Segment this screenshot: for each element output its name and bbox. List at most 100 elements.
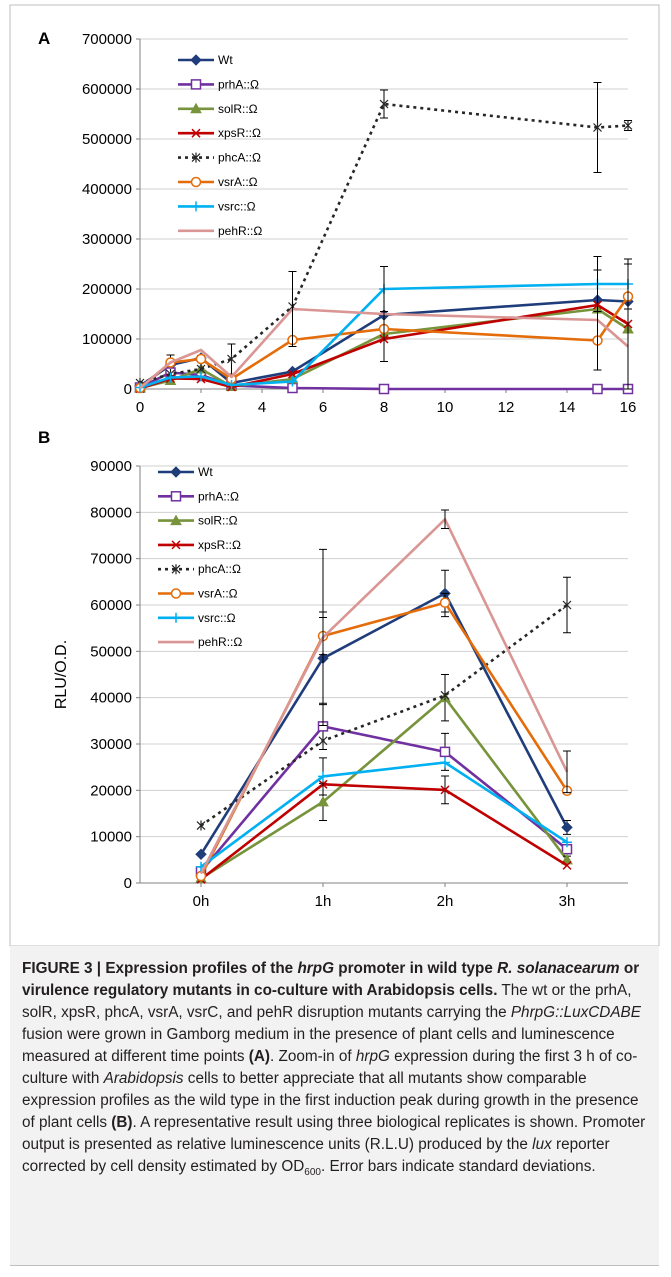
data-point [592, 383, 603, 395]
legend-label: xpsR::Ω [198, 538, 241, 552]
y-tick-label: 30000 [90, 736, 132, 753]
legend-label: pehR::Ω [218, 224, 262, 238]
caption-title-mid: promoter in wild type [333, 960, 498, 977]
y-tick-label: 10000 [90, 829, 132, 846]
series-line [200, 696, 569, 880]
caption-text-6: . A representative result using three bi… [22, 1114, 646, 1153]
legend-marker [190, 102, 202, 114]
chart-panel-b: B 0 10000 20000 30000 40000 50000 60000 70000 800… [38, 428, 628, 910]
y-tick-label: 200000 [82, 281, 132, 298]
caption-text-2: fusion were grown in Gamborg medium in t… [22, 1026, 615, 1065]
chart-panel-a: A 0 100000 200000 300000 400000 500000 600000 70… [38, 29, 636, 416]
data-point [440, 690, 450, 701]
x-tick-label: 0 [136, 399, 144, 416]
legend-marker [191, 128, 201, 138]
legend: WtprhA::ΩsolR::ΩxpsR::ΩphcA::ΩvsrA::Ωvsr… [178, 53, 262, 238]
caption-lux: lux [532, 1136, 552, 1153]
caption-gene-2: hrpG [355, 1048, 390, 1065]
legend-label: pehR::Ω [198, 635, 242, 649]
data-point [196, 371, 206, 382]
data-point [287, 376, 298, 387]
y-tick-label: 0 [124, 381, 132, 398]
caption-title-end: or virulence regulatory mutants in co-cu… [22, 960, 640, 999]
data-point [378, 383, 390, 395]
y-tick-label: 0 [124, 875, 132, 892]
caption-figure-label: FIGURE 3 | Expression profiles of the [22, 960, 298, 977]
data-point [562, 860, 572, 870]
series-phca [196, 576, 572, 831]
legend-label: vsrA::Ω [218, 175, 258, 189]
series-line [200, 761, 568, 868]
data-point [165, 372, 176, 383]
caption-ref-b: (B) [111, 1114, 133, 1131]
caption-od-subscript: 600 [304, 1167, 321, 1179]
series-line [139, 102, 629, 385]
data-point [318, 771, 328, 782]
series-line [200, 783, 568, 881]
legend-label: vsrc::Ω [218, 199, 256, 213]
data-point [439, 746, 451, 758]
y-tick-label: 600000 [82, 81, 132, 98]
data-point [317, 795, 329, 807]
caption-ref-a: (A) [248, 1048, 270, 1065]
data-point [562, 600, 572, 610]
x-tick-label: 3h [559, 893, 576, 910]
legend-label: Wt [198, 465, 213, 479]
data-point [318, 735, 328, 746]
legend: WtprhA::ΩsolR::ΩxpsR::ΩphcA::ΩvsrA::Ωvsr… [158, 465, 242, 649]
caption-fusion: PhrpG::LuxCDABE [510, 1004, 641, 1021]
panel-label: B [38, 428, 50, 447]
data-point [195, 353, 207, 365]
figure-canvas: A010000020000030000040000050000060000070… [9, 4, 660, 946]
legend-label: vsrc::Ω [198, 611, 236, 625]
y-tick-label: 90000 [90, 458, 132, 475]
x-tick-label: 2 [197, 399, 205, 416]
series-line [139, 282, 628, 389]
y-tick-label: 100000 [82, 331, 132, 348]
legend-label: prhA::Ω [218, 77, 259, 91]
error-bar [288, 271, 297, 347]
figure-caption-box: FIGURE 3 | Expression profiles of the hr… [10, 946, 659, 1266]
legend-marker [190, 79, 202, 90]
x-tick-label: 4 [258, 399, 266, 416]
series-line [139, 298, 629, 388]
legend-label: solR::Ω [218, 102, 258, 116]
data-point [561, 853, 573, 865]
figure-caption: FIGURE 3 | Expression profiles of the hr… [22, 958, 647, 1178]
caption-text-8: . Error bars indicate standard deviation… [320, 1158, 596, 1175]
series-line [200, 725, 568, 873]
caption-plant: Arabidopsis [103, 1070, 184, 1087]
x-tick-label: 12 [498, 399, 515, 416]
caption-text-7: reporter corrected by cell density estim… [22, 1136, 610, 1175]
legend-label: prhA::Ω [198, 489, 239, 503]
data-point [440, 785, 450, 795]
y-tick-label: 80000 [90, 504, 132, 521]
series-pehr [199, 509, 571, 875]
series-line [139, 307, 629, 389]
legend-label: Wt [218, 53, 233, 67]
legend-marker [170, 491, 182, 502]
error-bar [441, 509, 449, 530]
data-point [379, 99, 389, 109]
error-bar [563, 750, 571, 794]
data-point [593, 122, 602, 133]
legend-marker [171, 612, 181, 623]
data-point [439, 597, 451, 608]
legend-marker [171, 540, 181, 550]
caption-text-4: expression during the first 3 h of co-cu… [22, 1048, 638, 1087]
series-pehr [139, 263, 632, 390]
legend-marker [171, 564, 181, 575]
x-tick-label: 8 [380, 399, 388, 416]
figure-frame [9, 4, 660, 946]
y-tick-label: 400000 [82, 181, 132, 198]
error-bar [624, 263, 632, 390]
y-tick-label: 40000 [90, 690, 132, 707]
x-tick-label: 16 [620, 399, 637, 416]
legend-marker [191, 152, 201, 163]
caption-text-3: . Zoom-in of [270, 1048, 356, 1065]
legend-marker [170, 466, 182, 478]
panel-label: A [38, 29, 50, 48]
legend-marker [190, 176, 202, 188]
data-point [440, 757, 450, 768]
legend-label: solR::Ω [198, 514, 238, 528]
